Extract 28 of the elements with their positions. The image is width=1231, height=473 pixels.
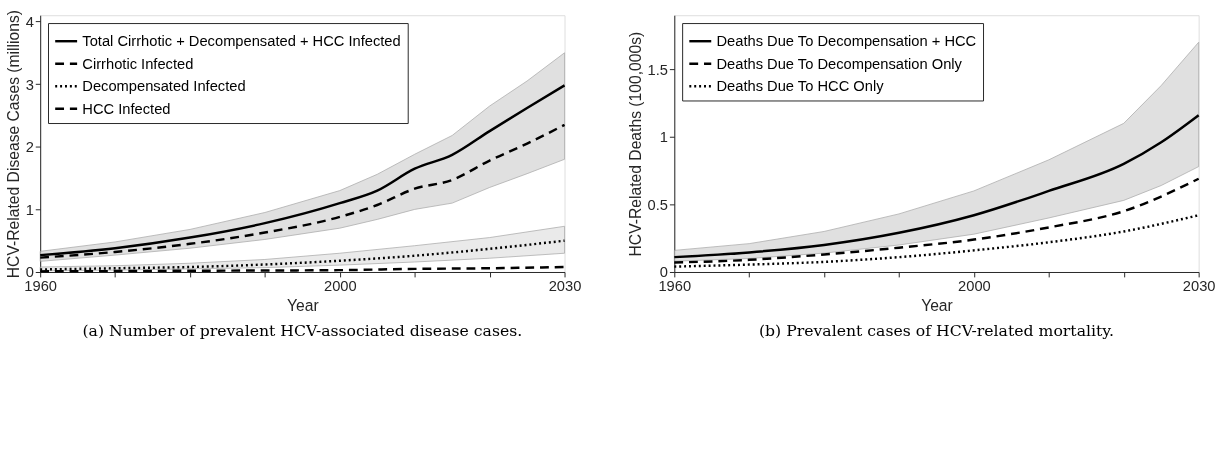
legend-label: HCC Infected [82, 100, 171, 117]
y-tick-label: 3 [25, 76, 34, 93]
x-tick-label: 2000 [323, 278, 357, 295]
legend-label: Deaths Due To Decompensation + HCC [716, 33, 977, 50]
legend-label: Deaths Due To Decompensation Only [716, 55, 963, 72]
y-tick-label: 1.5 [647, 61, 668, 78]
x-tick-label: 2030 [548, 278, 582, 295]
y-tick-label: 1 [659, 129, 668, 146]
y-tick-label: 2 [25, 139, 34, 156]
x-axis-title: Year [921, 296, 953, 314]
y-tick-label: 4 [25, 13, 34, 30]
legend-label: Decompensated Infected [82, 78, 246, 95]
y-tick-label: 0 [25, 264, 34, 281]
x-tick-label: 1960 [658, 278, 692, 295]
text: (b) Prevalent cases of HCV-related mortality. [758, 320, 1115, 340]
y-tick-label: 0 [659, 264, 668, 281]
x-axis-title: Year [287, 296, 319, 314]
x-tick-label: 1960 [24, 278, 58, 295]
x-tick-label: 2030 [1182, 278, 1216, 295]
legend-label: Total Cirrhotic + Decompensated + HCC Infected [82, 33, 401, 50]
text: (a) Number of prevalent HCV-associated disease cases. [82, 320, 523, 340]
y-axis-title: HCV-Related Deaths (100,000s) [626, 31, 644, 257]
y-axis-title: HCV-Related Disease Cases (millions) [4, 9, 22, 279]
x-tick-label: 2000 [958, 278, 991, 295]
y-tick-label: 1 [25, 201, 34, 218]
y-tick-label: 0.5 [647, 196, 668, 213]
legend-label: Deaths Due To HCC Only [716, 78, 885, 95]
legend-label: Cirrhotic Infected [82, 55, 194, 72]
